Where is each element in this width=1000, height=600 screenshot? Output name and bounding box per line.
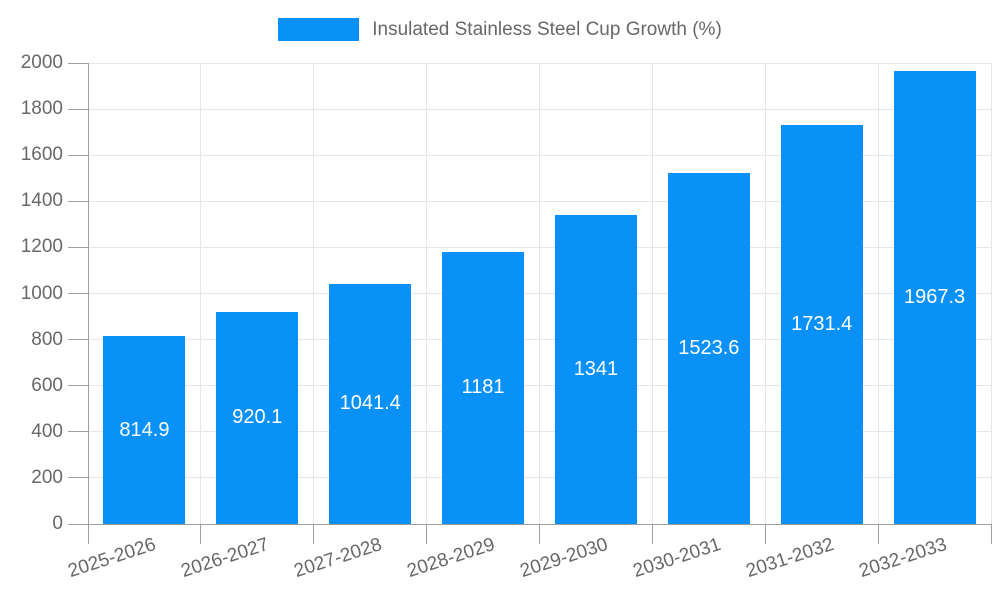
bar-value-label: 814.9 [119, 418, 170, 441]
x-tick-mark [651, 524, 653, 544]
x-tick-label: 2025-2026 [66, 534, 159, 583]
y-tick-label: 0 [52, 513, 63, 534]
x-tick-label-anchor: 2032-2033 [856, 534, 1000, 582]
y-tick-label: 1000 [20, 282, 63, 304]
y-tick-label: 600 [31, 374, 63, 396]
gridline-vertical [539, 63, 540, 524]
y-tick-label: 2000 [20, 52, 63, 73]
legend-swatch [278, 18, 360, 41]
bar[interactable]: 1181 [442, 251, 525, 524]
bar[interactable]: 1341 [554, 214, 637, 524]
x-tick-mark [426, 524, 428, 544]
bar-value-label: 1341 [573, 357, 619, 380]
x-tick-mark [877, 524, 879, 544]
bar[interactable]: 920.1 [216, 311, 299, 524]
gridline-vertical [764, 63, 766, 524]
gridline-vertical [313, 63, 315, 524]
y-axis-line [87, 63, 89, 524]
bar[interactable]: 1041.4 [329, 283, 412, 524]
y-tick-mark [68, 62, 88, 64]
legend-label: Insulated Stainless Steel Cup Growth (%) [372, 19, 722, 40]
y-tick-mark [68, 293, 88, 294]
y-tick-label: 200 [31, 466, 63, 488]
gridline-vertical [990, 63, 992, 524]
y-tick-label: 1400 [20, 190, 63, 212]
x-tick-mark [764, 524, 766, 544]
y-tick-mark [68, 477, 88, 479]
gridline-vertical [200, 63, 202, 524]
bar-value-label: 1181 [461, 376, 505, 399]
y-tick-mark [68, 385, 88, 387]
x-tick-mark [87, 524, 89, 544]
gridline-vertical [426, 63, 428, 524]
y-tick-mark [68, 339, 88, 341]
x-tick-mark [539, 524, 540, 544]
y-tick-label: 800 [31, 328, 63, 350]
y-tick-label: 1200 [20, 236, 63, 258]
y-tick-mark [68, 108, 88, 110]
bar-value-label: 920.1 [232, 406, 283, 429]
x-tick-mark [200, 524, 202, 544]
bar-value-label: 1967.3 [903, 285, 966, 308]
bar-value-label: 1041.4 [339, 392, 401, 415]
y-tick-label: 1800 [20, 98, 63, 120]
bar-value-label: 1523.6 [678, 336, 740, 359]
bar[interactable]: 1523.6 [667, 172, 750, 524]
bar[interactable]: 814.9 [103, 336, 186, 524]
gridline-vertical [877, 63, 879, 524]
x-axis-line [88, 523, 991, 525]
x-tick-mark [313, 524, 315, 544]
y-tick-label: 1600 [20, 144, 63, 166]
y-tick-mark [68, 246, 88, 248]
y-tick-mark [68, 523, 88, 525]
bar[interactable]: 1731.4 [780, 124, 863, 524]
bar-value-label: 1731.4 [791, 312, 853, 335]
y-tick-label: 400 [31, 420, 63, 442]
legend-item[interactable]: Insulated Stainless Steel Cup Growth (%) [278, 18, 722, 41]
y-tick-mark [68, 154, 88, 156]
gridline-vertical [651, 63, 653, 524]
legend: Insulated Stainless Steel Cup Growth (%) [0, 18, 1000, 41]
y-tick-mark [68, 200, 88, 202]
y-tick-mark [68, 431, 88, 433]
bar[interactable]: 1967.3 [893, 70, 976, 524]
x-tick-mark [990, 524, 992, 544]
